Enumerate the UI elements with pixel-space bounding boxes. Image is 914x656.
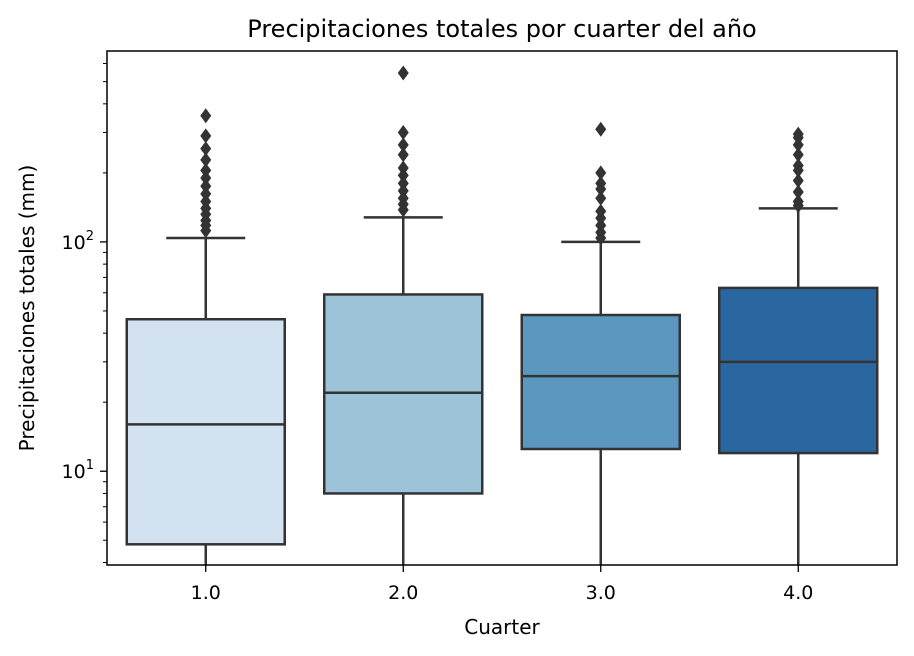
y-axis-label: Precipitaciones totales (mm) bbox=[15, 165, 39, 452]
outlier-point bbox=[595, 203, 607, 219]
outlier-point bbox=[595, 175, 607, 191]
outlier-point bbox=[200, 162, 212, 178]
x-tick-label: 2.0 bbox=[388, 582, 418, 604]
outlier-point bbox=[200, 170, 212, 186]
iqr-box bbox=[323, 293, 484, 495]
outlier-point bbox=[200, 186, 212, 202]
outlier-point bbox=[200, 194, 212, 210]
outlier-point bbox=[397, 175, 409, 191]
y-tick-label: 101 bbox=[62, 458, 94, 483]
outlier-point bbox=[397, 137, 409, 153]
outlier-point bbox=[397, 124, 409, 140]
box-group-1.0 bbox=[125, 108, 286, 565]
x-tick-label: 3.0 bbox=[586, 582, 616, 604]
x-tick-label: 1.0 bbox=[191, 582, 221, 604]
x-axis-label: Cuarter bbox=[464, 615, 540, 639]
box-group-2.0 bbox=[323, 65, 484, 565]
outlier-point bbox=[595, 165, 607, 181]
outlier-point bbox=[595, 190, 607, 206]
outlier-point bbox=[200, 108, 212, 124]
chart-title: Precipitaciones totales por cuarter del … bbox=[247, 15, 756, 43]
outlier-point bbox=[397, 65, 409, 81]
outlier-point bbox=[200, 141, 212, 157]
outlier-point bbox=[595, 121, 607, 137]
outlier-point bbox=[792, 158, 804, 174]
plot-frame bbox=[106, 50, 898, 566]
iqr-box bbox=[125, 317, 286, 546]
outlier-point bbox=[200, 128, 212, 144]
iqr-box bbox=[520, 313, 681, 451]
outlier-point bbox=[200, 152, 212, 168]
outlier-point bbox=[792, 126, 804, 142]
boxes-layer bbox=[125, 65, 879, 565]
box-group-3.0 bbox=[520, 121, 681, 565]
outlier-point bbox=[792, 194, 804, 210]
outlier-point bbox=[792, 147, 804, 163]
axes-layer: 1.0 2.0 3.0 4.0 101 102 bbox=[62, 62, 813, 604]
outlier-point bbox=[792, 184, 804, 200]
outlier-point bbox=[397, 147, 409, 163]
outlier-point bbox=[200, 178, 212, 194]
outlier-point bbox=[792, 173, 804, 189]
x-tick-label: 4.0 bbox=[783, 582, 813, 604]
box-group-4.0 bbox=[718, 126, 879, 565]
iqr-box bbox=[718, 286, 879, 455]
y-tick-label: 102 bbox=[62, 229, 94, 254]
outlier-point bbox=[397, 160, 409, 176]
